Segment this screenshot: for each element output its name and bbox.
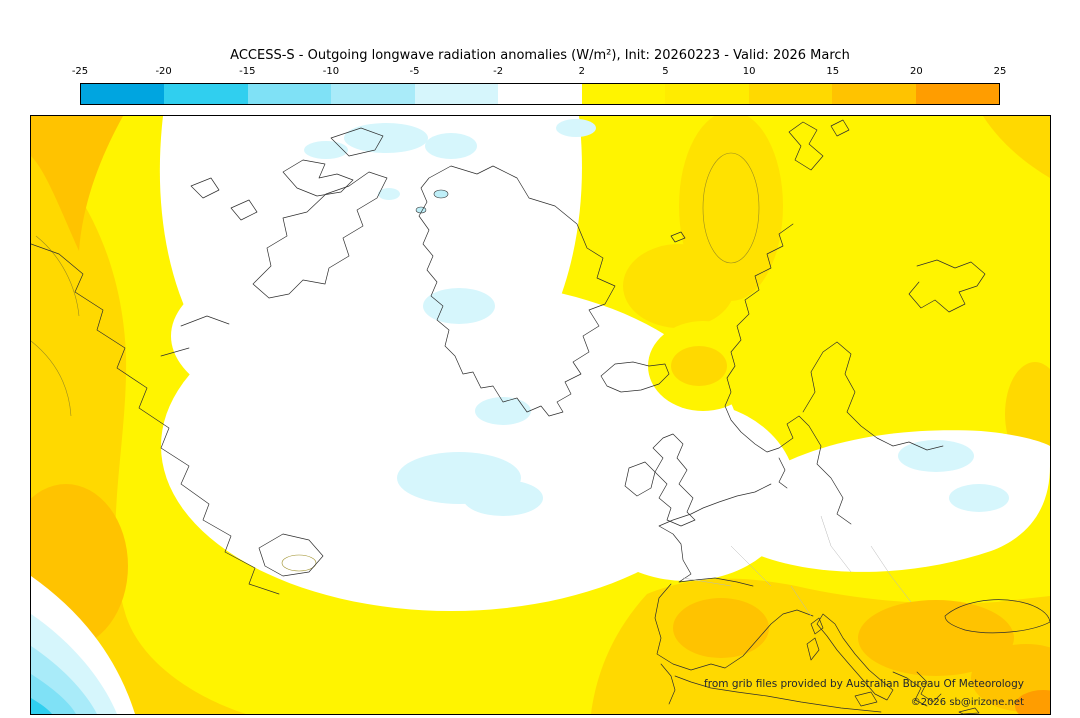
colorbar-tick-10: 10 bbox=[742, 66, 756, 77]
anomaly-cyan-arctic-2 bbox=[425, 133, 477, 159]
coastline-svalbard bbox=[788, 119, 850, 171]
anomaly-cyan-russia-1 bbox=[898, 440, 974, 472]
contour-left-1 bbox=[35, 235, 80, 317]
colorbar-segment-7 bbox=[665, 84, 749, 104]
anomaly-amber-topleft bbox=[31, 116, 123, 251]
anomaly-wedge-deepcyan bbox=[31, 698, 52, 714]
coastline-norway bbox=[724, 223, 852, 525]
coastline-newfoundland bbox=[258, 533, 324, 577]
coastline-greenland bbox=[418, 165, 616, 417]
colorbar-tick-25: 25 bbox=[993, 66, 1007, 77]
coastline-iceland bbox=[600, 361, 670, 393]
coastline-hudson-strait bbox=[160, 315, 230, 357]
colorbar bbox=[80, 83, 1000, 105]
map-frame: from grib files provided by Australian B… bbox=[30, 115, 1051, 715]
colorbar-tick--20: -20 bbox=[155, 66, 172, 77]
coastline-island-small-1 bbox=[230, 199, 258, 221]
colorbar-segment-3 bbox=[331, 84, 415, 104]
anomaly-gold-greenland-sea bbox=[623, 244, 735, 328]
border-central-europe-1 bbox=[730, 545, 772, 587]
anomaly-gold-iceland-se bbox=[671, 346, 727, 386]
coastline-iberia bbox=[654, 583, 814, 671]
anomaly-cyan-arctic-4 bbox=[556, 119, 596, 137]
coastline-balkans-greece bbox=[892, 671, 942, 707]
coastline-west-europe bbox=[658, 483, 772, 587]
colorbar-tick-5: 5 bbox=[662, 66, 669, 77]
coastline-crete bbox=[958, 707, 980, 714]
coastline-ellesmere bbox=[330, 127, 384, 157]
colorbar-tick-15: 15 bbox=[826, 66, 840, 77]
admin-borders bbox=[682, 515, 912, 617]
colorbar-wrap: -25 -20 -15 -10 -5 -2 2 5 10 15 20 25 bbox=[72, 66, 1007, 106]
coastline-great-britain bbox=[652, 433, 696, 527]
colorbar-segment-2 bbox=[247, 84, 332, 104]
colorbar-segment-10 bbox=[915, 84, 999, 104]
colorbar-segment-6 bbox=[581, 84, 666, 104]
colorbar-segment-0 bbox=[81, 84, 165, 104]
chart-title: ACCESS-S - Outgoing longwave radiation a… bbox=[230, 48, 850, 63]
anomaly-fills bbox=[31, 116, 1050, 714]
attribution-source: from grib files provided by Australian B… bbox=[704, 678, 1024, 690]
colorbar-tick-2: 2 bbox=[578, 66, 585, 77]
colorbar-segment-4 bbox=[414, 84, 499, 104]
colorbar-segment-5 bbox=[498, 84, 582, 104]
anomaly-cyan-russia-2 bbox=[949, 484, 1009, 512]
coastline-jan-mayen bbox=[670, 231, 686, 243]
colorbar-tick--10: -10 bbox=[322, 66, 340, 77]
contour-lines bbox=[31, 152, 760, 572]
lake-1 bbox=[433, 189, 449, 199]
coastline-denmark bbox=[778, 457, 788, 489]
contour-left-2 bbox=[31, 340, 72, 417]
coastline-ireland bbox=[624, 461, 656, 497]
coastline-sardinia bbox=[806, 637, 820, 661]
coastline-bothnia-finland bbox=[802, 341, 944, 451]
attribution-copyright: ©2026 sb@irizone.net bbox=[910, 697, 1024, 708]
coastline-black-sea bbox=[944, 599, 1050, 634]
contour-norwegian bbox=[702, 152, 760, 264]
anomaly-cyan-mid-atlantic-1 bbox=[475, 397, 531, 425]
coastline-north-africa bbox=[660, 663, 882, 713]
colorbar-tick-20: 20 bbox=[909, 66, 923, 77]
colorbar-segment-1 bbox=[164, 84, 248, 104]
anomaly-orange-corner bbox=[1015, 690, 1050, 714]
coastline-labrador bbox=[31, 243, 280, 595]
colorbar-tick--2: -2 bbox=[493, 66, 504, 77]
coastlines bbox=[31, 119, 1050, 714]
colorbar-tick--25: -25 bbox=[71, 66, 89, 77]
coastline-kola-whitesea bbox=[908, 259, 986, 313]
anomaly-cyan-arctic-1 bbox=[344, 123, 428, 153]
map-svg bbox=[31, 116, 1050, 714]
border-east-europe bbox=[870, 545, 912, 603]
coastline-sicily bbox=[854, 691, 878, 707]
anomaly-cyan-baffin bbox=[378, 188, 400, 200]
coastline-italy bbox=[816, 613, 894, 701]
anomaly-cyan-arctic-3 bbox=[304, 141, 348, 159]
contour-ellipse-atlantic bbox=[281, 554, 317, 572]
border-france-spain bbox=[682, 577, 732, 587]
anomaly-cyan-mid-atlantic-3 bbox=[463, 480, 543, 516]
border-central-europe-2 bbox=[790, 585, 812, 617]
anomaly-wedge-cyan bbox=[31, 674, 76, 714]
colorbar-segment-8 bbox=[748, 84, 833, 104]
anomaly-cyan-s-greenland bbox=[423, 288, 495, 324]
anomaly-amber-balkans bbox=[858, 600, 1014, 676]
border-central-europe-3 bbox=[820, 515, 852, 573]
coastline-island-small-2 bbox=[190, 177, 220, 199]
colorbar-segment-9 bbox=[832, 84, 916, 104]
coastline-baffin bbox=[252, 171, 388, 299]
colorbar-tick--15: -15 bbox=[239, 66, 256, 77]
anomaly-gold-topright bbox=[983, 116, 1050, 178]
coastline-devon bbox=[282, 159, 354, 197]
colorbar-tick--5: -5 bbox=[409, 66, 420, 77]
anomaly-white-corridor bbox=[729, 430, 1050, 572]
attribution: from grib files provided by Australian B… bbox=[704, 678, 1024, 708]
coastline-corsica bbox=[810, 617, 824, 635]
anomaly-amber-spain bbox=[673, 598, 769, 658]
colorbar-tick-labels: -25 -20 -15 -10 -5 -2 2 5 10 15 20 25 bbox=[72, 66, 1007, 80]
